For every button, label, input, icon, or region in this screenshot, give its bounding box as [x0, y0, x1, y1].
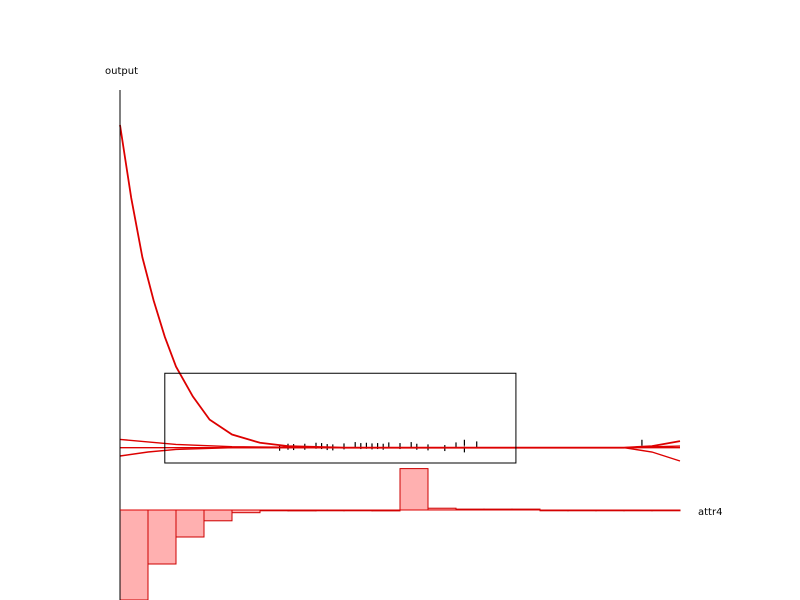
histogram-bar — [203, 509, 233, 522]
data-point-marks — [279, 439, 643, 453]
histogram-bar — [175, 509, 205, 538]
histogram-bar — [147, 509, 177, 565]
curve-series-1 — [119, 124, 681, 449]
histogram-bar — [399, 468, 429, 511]
histogram-bar — [119, 509, 149, 600]
curve-series-2 — [119, 447, 681, 462]
x-axis-label: attr4 — [698, 507, 722, 518]
zoom-selection-box[interactable] — [164, 372, 517, 464]
y-axis-label: output — [105, 66, 138, 77]
histogram-bars — [119, 468, 681, 600]
curve-series — [119, 124, 681, 462]
